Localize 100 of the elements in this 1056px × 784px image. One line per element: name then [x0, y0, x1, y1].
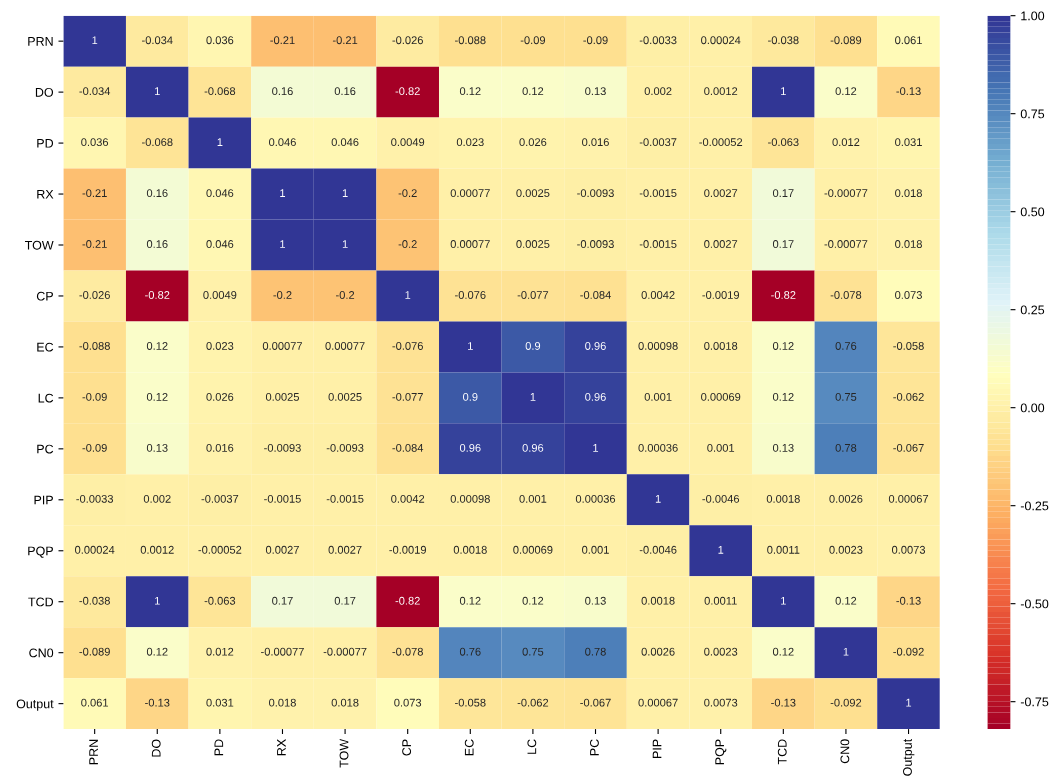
- data-label: 0.00067: [638, 698, 678, 707]
- y-tick-label: TCD: [28, 597, 54, 607]
- data-label: -0.00052: [699, 138, 743, 147]
- data-label: 0.16: [334, 87, 356, 96]
- data-label: -0.82: [771, 291, 796, 299]
- data-label: -0.088: [455, 36, 486, 45]
- data-label: 0.0011: [767, 545, 800, 554]
- data-label: 0.061: [895, 36, 922, 45]
- data-label: -0.034: [79, 87, 111, 96]
- y-tick-label: CN0: [29, 648, 54, 658]
- x-tick-label: DO: [151, 739, 161, 757]
- color-bar-label: 0.50: [1020, 207, 1045, 217]
- data-label: 0.002: [143, 494, 171, 503]
- data-label: 0.073: [895, 291, 922, 299]
- x-tick-label: TOW: [339, 738, 349, 768]
- data-label: -0.0033: [76, 494, 114, 503]
- data-label: -0.00052: [198, 545, 242, 554]
- data-label: -0.0033: [639, 36, 677, 45]
- data-label: 0.78: [835, 443, 857, 452]
- data-label: 0.12: [835, 596, 857, 605]
- data-label: -0.0093: [264, 443, 301, 452]
- data-label: 0.12: [835, 87, 857, 96]
- data-label: 0.00077: [262, 342, 303, 350]
- y-tick-label: RX: [37, 189, 54, 199]
- data-label: 0.016: [582, 138, 609, 147]
- data-label: -0.82: [395, 596, 420, 605]
- data-label: -0.82: [395, 87, 420, 96]
- data-label: -0.062: [893, 392, 924, 401]
- data-label: -0.089: [79, 647, 110, 656]
- data-label: 0.018: [331, 698, 359, 707]
- data-label: -0.063: [768, 138, 799, 147]
- y-tick-label: PRN: [28, 37, 53, 46]
- data-label: 0.16: [146, 240, 168, 248]
- data-label: 0.00098: [638, 342, 678, 350]
- data-label: 0.0012: [704, 87, 738, 96]
- data-label: -0.077: [392, 392, 423, 401]
- data-label: -0.063: [204, 596, 236, 605]
- data-label: 0.16: [146, 189, 168, 198]
- x-tick-label: PC: [590, 739, 599, 756]
- data-label: 0.96: [585, 342, 606, 350]
- data-label: 0.00024: [701, 36, 741, 45]
- data-label: 1: [468, 342, 473, 350]
- data-label: 0.073: [394, 698, 422, 707]
- data-label: 1: [155, 596, 160, 605]
- data-label: -0.0093: [577, 240, 614, 248]
- y-tick-label: TOW: [24, 240, 54, 250]
- data-label: 0.00069: [513, 545, 553, 554]
- data-label: 0.031: [206, 698, 234, 707]
- y-tick-label: PQP: [28, 546, 53, 558]
- data-label: 0.12: [146, 342, 168, 350]
- data-label: 0.0025: [265, 392, 300, 401]
- x-tick-label: PIP: [652, 739, 662, 758]
- y-tick-label: PC: [37, 444, 54, 454]
- x-tick-label: TCD: [777, 739, 787, 765]
- data-label: 0.13: [585, 596, 606, 605]
- data-label: -0.084: [580, 291, 611, 299]
- data-label: 0.061: [81, 698, 109, 707]
- data-label: -0.82: [145, 291, 170, 299]
- data-label: 0.00077: [450, 189, 490, 198]
- y-tick-label: PD: [37, 139, 54, 148]
- data-label: 0.026: [206, 392, 234, 401]
- data-label: -0.0037: [201, 494, 239, 503]
- data-label: 0.96: [585, 392, 606, 401]
- data-label: 1: [92, 36, 98, 45]
- data-label: -0.0015: [639, 189, 677, 198]
- data-label: -0.0093: [577, 189, 614, 198]
- data-label: 1: [718, 545, 724, 554]
- data-label: 0.17: [334, 596, 356, 605]
- data-label: 1: [655, 495, 661, 503]
- data-label: -0.026: [392, 36, 423, 45]
- data-label: -0.038: [768, 36, 799, 45]
- data-label: -0.2: [398, 240, 417, 248]
- data-label: 0.012: [832, 138, 860, 147]
- data-label: 0.16: [272, 87, 293, 96]
- data-label: -0.13: [896, 87, 921, 96]
- data-label: 1: [405, 291, 411, 299]
- data-label: 0.17: [772, 189, 794, 198]
- data-label: 0.0026: [641, 647, 675, 656]
- data-label: -0.00077: [824, 189, 868, 198]
- data-label: 0.031: [895, 138, 922, 147]
- data-label: 0.0023: [829, 545, 863, 554]
- data-label: 0.12: [146, 392, 168, 401]
- data-label: -0.092: [893, 647, 924, 656]
- data-label: 0.018: [269, 698, 296, 707]
- data-label: 0.9: [463, 392, 478, 401]
- data-label: 0.0049: [391, 138, 425, 147]
- data-label: -0.0015: [326, 494, 364, 503]
- data-label: 0.023: [456, 138, 484, 147]
- data-label: -0.00077: [323, 647, 367, 656]
- data-label: 0.0042: [641, 291, 675, 299]
- data-label: -0.068: [204, 87, 236, 96]
- x-tick-label: PD: [214, 739, 224, 756]
- data-label: 0.046: [269, 138, 296, 147]
- data-label: -0.076: [392, 342, 423, 350]
- x-tick-label: PQP: [715, 739, 727, 765]
- y-tick-label: PIP: [34, 495, 53, 505]
- data-label: 0.0018: [766, 494, 800, 503]
- data-label: -0.2: [273, 291, 292, 299]
- data-label: -0.058: [893, 342, 924, 350]
- data-label: 0.9: [525, 342, 541, 350]
